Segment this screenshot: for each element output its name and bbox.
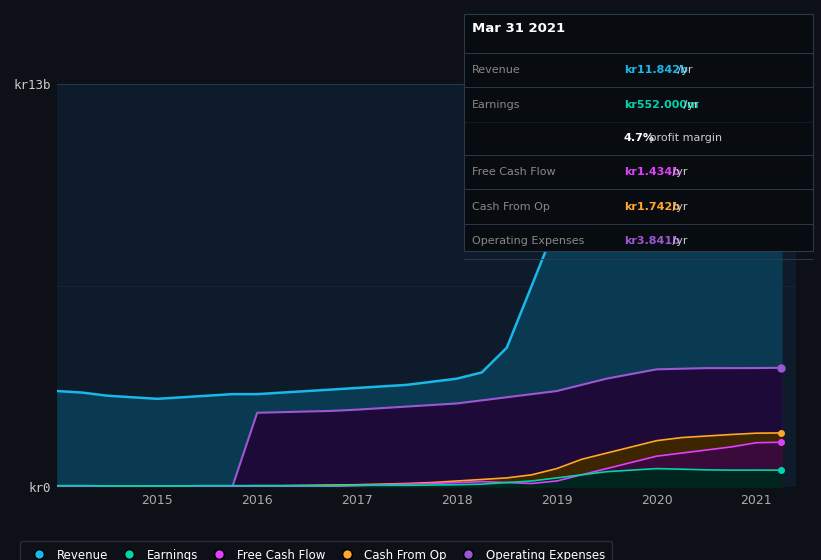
Text: Mar 31 2021: Mar 31 2021 <box>472 22 565 35</box>
Text: /yr: /yr <box>668 236 687 246</box>
Text: kr552.000m: kr552.000m <box>624 100 699 110</box>
Text: Cash From Op: Cash From Op <box>472 202 550 212</box>
Text: 4.7%: 4.7% <box>624 133 655 143</box>
Text: kr11.842b: kr11.842b <box>624 65 688 75</box>
Legend: Revenue, Earnings, Free Cash Flow, Cash From Op, Operating Expenses: Revenue, Earnings, Free Cash Flow, Cash … <box>20 542 612 560</box>
Text: kr3.841b: kr3.841b <box>624 236 680 246</box>
Text: Revenue: Revenue <box>472 65 521 75</box>
Text: /yr: /yr <box>668 167 687 177</box>
Text: /yr: /yr <box>680 100 699 110</box>
Text: profit margin: profit margin <box>646 133 722 143</box>
Text: /yr: /yr <box>674 65 693 75</box>
Text: Earnings: Earnings <box>472 100 521 110</box>
Text: kr1.434b: kr1.434b <box>624 167 680 177</box>
Text: Operating Expenses: Operating Expenses <box>472 236 585 246</box>
Text: /yr: /yr <box>668 202 687 212</box>
Text: kr1.742b: kr1.742b <box>624 202 680 212</box>
Text: Free Cash Flow: Free Cash Flow <box>472 167 556 177</box>
